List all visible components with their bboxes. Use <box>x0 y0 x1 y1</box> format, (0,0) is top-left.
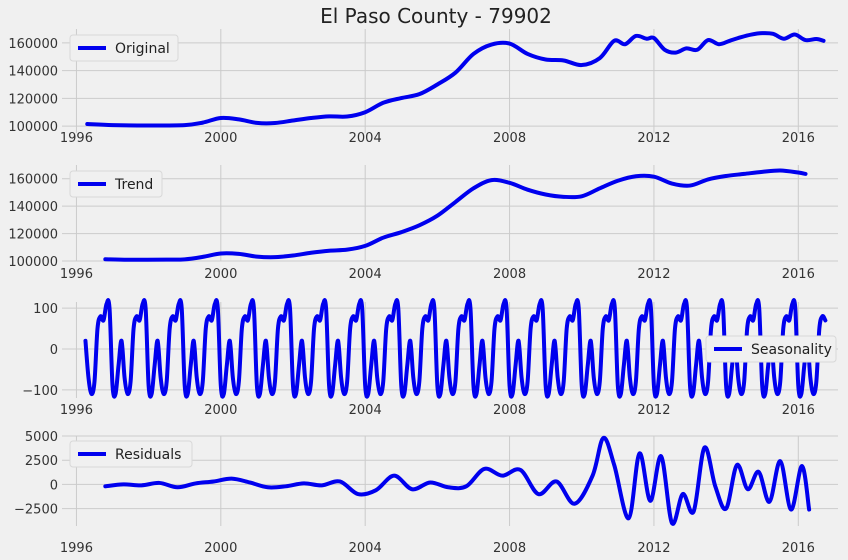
y-tick-label: 0 <box>50 478 58 493</box>
legend-label: Residuals <box>115 447 181 463</box>
x-tick-label: 2004 <box>349 403 382 418</box>
x-tick-label: 1996 <box>60 267 93 282</box>
x-tick-label: 2000 <box>204 131 237 146</box>
subplot-seasonality: 1996 2000 2004 2008 2012 2016 −100 0 100 Seasonal… <box>22 298 838 418</box>
legend-trend: Trend <box>69 170 163 198</box>
x-tick-label: 2012 <box>637 131 670 146</box>
y-tick-label: −2500 <box>14 503 58 518</box>
x-tick-label: 1996 <box>60 403 93 418</box>
series-line-original <box>85 31 826 128</box>
subplot-trend: 1996 2000 2004 2008 2012 2016 100000 120000 1400… <box>8 165 838 282</box>
x-tick-label: 2012 <box>637 267 670 282</box>
x-tick-label: 2016 <box>782 131 815 146</box>
y-tick-label: 5000 <box>25 430 58 445</box>
y-tick-label: 140000 <box>8 65 58 80</box>
y-tick-label: 160000 <box>8 37 58 52</box>
legend-box <box>705 335 837 363</box>
y-tick-label: 2500 <box>25 454 58 469</box>
y-tick-label: 160000 <box>8 173 58 188</box>
x-tick-label: 2012 <box>637 403 670 418</box>
legend-box <box>69 34 179 62</box>
x-tick-label: 2008 <box>493 267 526 282</box>
x-tick-label: 2004 <box>349 267 382 282</box>
figure-title: El Paso County - 79902 <box>320 4 552 28</box>
x-tick-label: 2016 <box>782 403 815 418</box>
x-tick-label: 2016 <box>782 267 815 282</box>
y-tick-label: 100000 <box>8 120 58 135</box>
x-tick-label: 2004 <box>349 131 382 146</box>
x-tick-label: 2008 <box>493 403 526 418</box>
y-tick-label: 0 <box>50 343 58 358</box>
series-line-seasonality <box>83 298 828 399</box>
x-tick-label: 2000 <box>204 403 237 418</box>
y-tick-label: 140000 <box>8 200 58 215</box>
legend-residuals: Residuals <box>69 440 193 468</box>
legend-label: Original <box>115 41 170 57</box>
subplot-panels: 1996 2000 2004 2008 2012 2016 100000 120000 1400… <box>8 29 838 556</box>
legend-seasonality: Seasonality <box>705 335 837 363</box>
x-tick-label: 2000 <box>204 267 237 282</box>
series-line-trend <box>103 168 808 262</box>
x-tick-label: 2008 <box>493 541 526 556</box>
x-tick-label: 1996 <box>60 541 93 556</box>
y-tick-label: −100 <box>22 384 58 399</box>
y-tick-label: 120000 <box>8 92 58 107</box>
x-tick-label: 2000 <box>204 541 237 556</box>
x-tick-label: 2016 <box>782 541 815 556</box>
y-tick-label: 100 <box>33 302 58 317</box>
subplot-residuals: 1996 2000 2004 2008 2012 2016 −2500 0 2500 5000 Re… <box>14 430 838 556</box>
legend-label: Trend <box>114 177 153 193</box>
subplot-original: 1996 2000 2004 2008 2012 2016 100000 120000 1400… <box>8 29 838 146</box>
x-tick-label: 2012 <box>637 541 670 556</box>
legend-box <box>69 170 163 198</box>
series-line-residuals <box>103 435 812 526</box>
y-tick-label: 120000 <box>8 228 58 243</box>
x-tick-label: 1996 <box>60 131 93 146</box>
y-tick-label: 100000 <box>8 255 58 270</box>
x-tick-label: 2008 <box>493 131 526 146</box>
legend-box <box>69 440 193 468</box>
x-tick-label: 2004 <box>349 541 382 556</box>
legend-label: Seasonality <box>751 342 832 358</box>
legend-original: Original <box>69 34 179 62</box>
